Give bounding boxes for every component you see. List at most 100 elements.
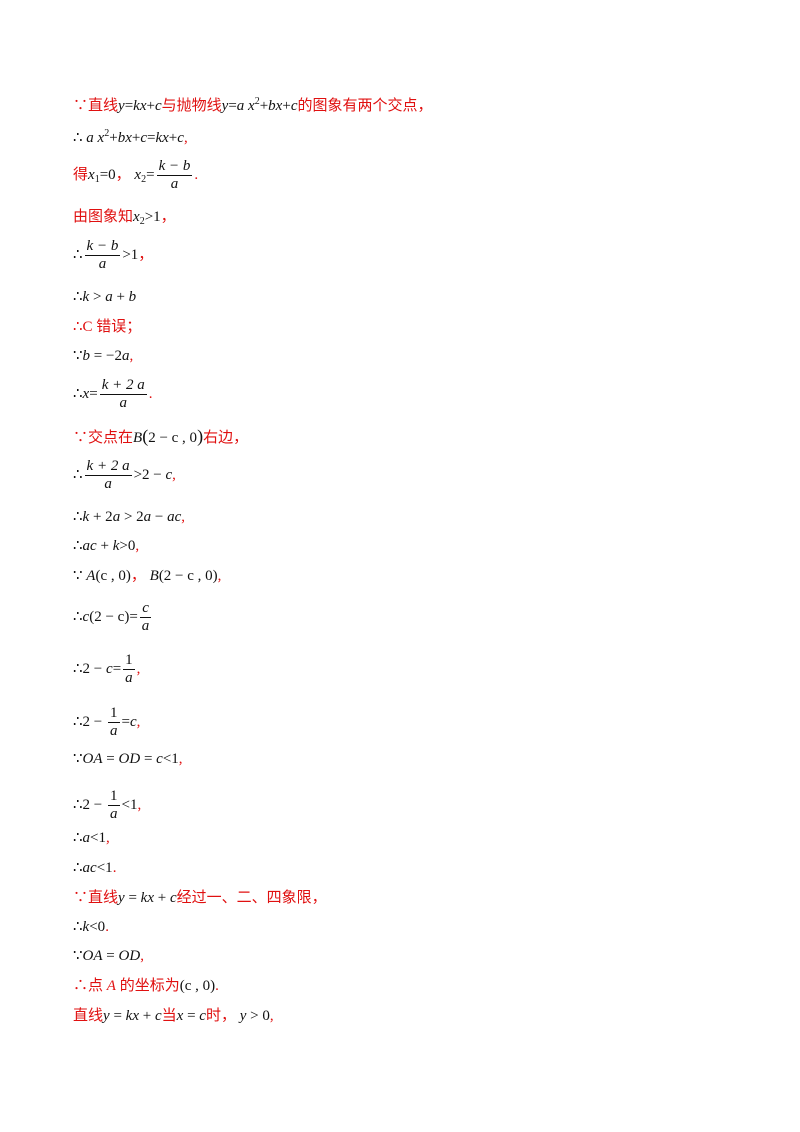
math-var: x [134, 166, 142, 183]
math-var: y [239, 1008, 247, 1024]
denominator: a [98, 256, 107, 272]
math-var: y [221, 98, 229, 114]
math-op: = [112, 660, 122, 677]
numerator: 1 [108, 788, 120, 806]
math-var: kx [155, 130, 169, 146]
text: . [215, 978, 219, 994]
text: 的图象有两个交点， [297, 98, 433, 114]
math-expr: (2 − c , 0) [158, 568, 218, 584]
text: ∵ [73, 948, 83, 964]
text: ∴C 错误； [73, 319, 142, 335]
math-var: bx [268, 98, 283, 114]
line-16: ∴2 − c= 1 a, [73, 652, 140, 687]
text: 右边， [203, 430, 249, 446]
text: . [112, 860, 117, 876]
line-19: ∴2 − 1 a <1, [73, 788, 141, 823]
math-op: + [96, 538, 113, 554]
math-var: a [86, 130, 94, 146]
math-var: k [82, 919, 90, 935]
line-1: ∵直线y=kx+c与抛物线y=a x2+bx+c的图象有两个交点， [73, 96, 433, 116]
math-var: k [112, 538, 120, 554]
math-var: b [128, 289, 137, 305]
math-op: + [153, 890, 170, 906]
math-op: = [129, 608, 138, 625]
line-26: 直线y = kx + c当x = c时， y > 0, [73, 1006, 274, 1026]
math-var: c [106, 660, 113, 677]
math-var: c [140, 130, 147, 146]
math-var: a [105, 289, 113, 305]
math-op: + [146, 98, 155, 114]
line-5: ∴ k − b a >1， [73, 238, 153, 273]
line-24: ∵OA = OD, [73, 946, 144, 966]
text: , [136, 713, 141, 730]
text: , [172, 466, 176, 483]
math-op: ( [142, 426, 149, 446]
math-expr: 2 − c , 0 [148, 430, 198, 446]
text: ∴ [73, 246, 83, 263]
text: ， [138, 246, 154, 263]
math-op: − [151, 509, 168, 525]
line-18: ∵OA = OD = c<1, [73, 749, 183, 769]
math-op: >1 [122, 246, 139, 263]
math-var: a [236, 98, 245, 114]
subscript: 1 [94, 173, 100, 185]
math-op: = [228, 98, 237, 114]
text: ， [115, 166, 135, 183]
line-11: ∴ k + 2 a a >2 − c, [73, 458, 176, 493]
denominator: a [110, 806, 118, 822]
text: 得 [73, 166, 89, 183]
text: , [140, 948, 144, 964]
math-op: <1 [121, 796, 138, 813]
math-var: A [106, 978, 116, 994]
text: ， [130, 568, 150, 584]
math-var: x [82, 385, 90, 402]
numerator: c [139, 600, 152, 618]
text: , [178, 751, 183, 767]
math-op: = [146, 166, 155, 183]
math-var: c [156, 751, 163, 767]
math-op: = [140, 751, 157, 767]
text: ∴2 − [73, 660, 107, 677]
subscript: 2 [141, 173, 147, 185]
math-var: kx [125, 1008, 139, 1024]
math-op: = [121, 713, 130, 730]
line-23: ∴k<0. [73, 917, 109, 937]
denominator: a [125, 670, 133, 686]
math-var: x [133, 209, 140, 225]
text: , [106, 830, 110, 846]
math-var: OA [82, 948, 103, 964]
line-21: ∴ac<1. [73, 858, 116, 878]
math-op: + [112, 289, 129, 305]
denominator: a [104, 476, 112, 492]
math-expr: (c , 0) [95, 568, 131, 584]
line-8: ∵b = −2a, [73, 346, 133, 366]
math-op: + [282, 98, 291, 114]
text: ∴ [73, 385, 83, 402]
text: ∵直线 [73, 890, 119, 906]
math-var: k [82, 509, 90, 525]
math-op: + [259, 98, 269, 114]
math-op: <0 [89, 919, 106, 935]
math-op: ) [197, 426, 204, 446]
text: . [105, 919, 109, 935]
math-var: ac [82, 860, 97, 876]
math-op: + [168, 130, 178, 146]
math-var: c [129, 713, 137, 730]
line-25: ∴点 A 的坐标为(c , 0). [73, 976, 219, 996]
denominator: a [141, 618, 150, 634]
math-op: + [131, 130, 141, 146]
math-var: ac [82, 538, 97, 554]
text: , [181, 509, 186, 525]
text: 直线 [73, 1008, 104, 1024]
math-var: a [121, 348, 130, 364]
text: . [194, 166, 199, 183]
numerator: k − b [156, 158, 193, 176]
text: , [137, 796, 142, 813]
line-4: 由图象知x2>1， [73, 207, 176, 227]
math-op: =0 [99, 166, 116, 183]
